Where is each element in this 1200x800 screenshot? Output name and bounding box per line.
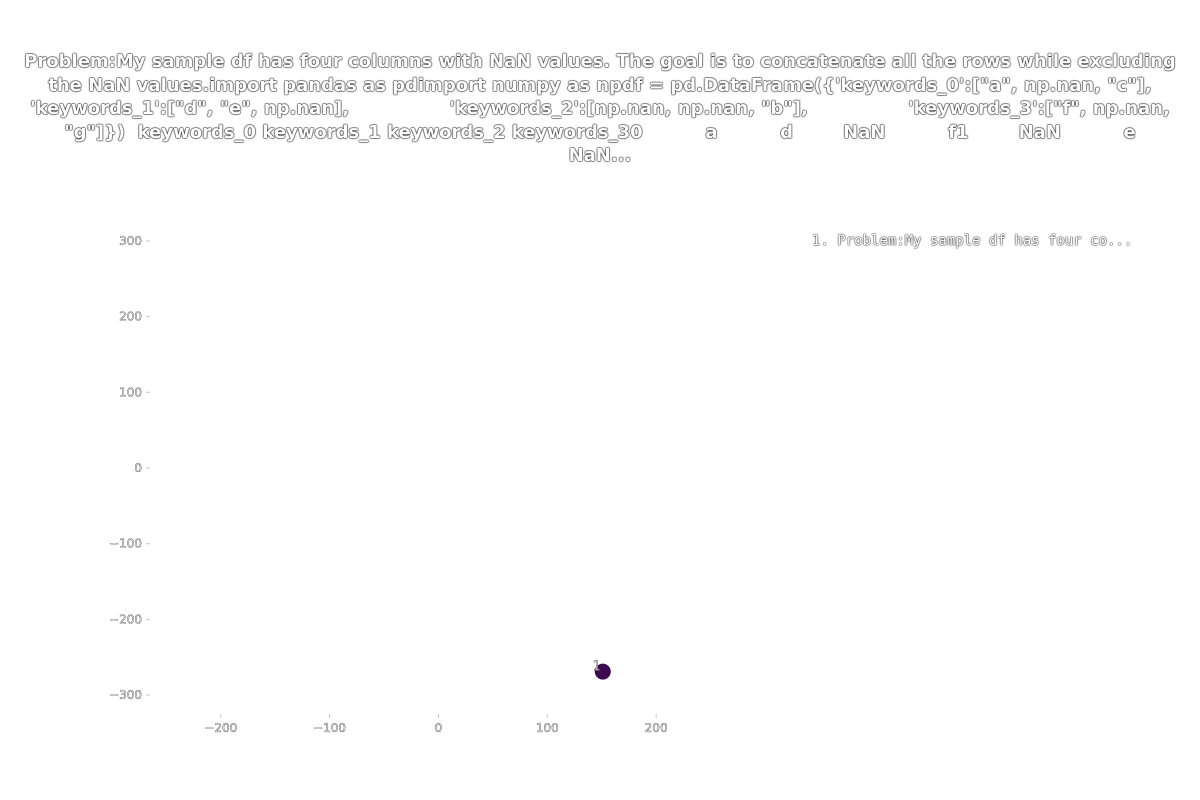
x-tick-label: −100 — [313, 721, 346, 735]
data-points: 1 — [592, 659, 611, 680]
chart-title: Problem:My sample df has four columns wi… — [24, 51, 1176, 166]
y-tick-label: 100 — [119, 385, 142, 399]
y-tick-label: −100 — [109, 537, 142, 551]
x-tick-label: −200 — [204, 721, 237, 735]
legend-entry: 1. Problem:My sample df has four co... — [812, 233, 1133, 249]
x-tick-label: 100 — [536, 721, 559, 735]
y-tick-label: −200 — [109, 612, 142, 626]
x-tick-label: 200 — [645, 721, 668, 735]
x-axis: −200 −100 0 100 200 — [204, 714, 668, 735]
data-point — [594, 663, 611, 680]
y-tick-label: 200 — [119, 310, 142, 324]
y-axis: 300 200 100 0 −100 −200 −300 — [109, 234, 150, 702]
y-tick-label: −300 — [109, 688, 142, 702]
y-tick-label: 300 — [119, 234, 142, 248]
x-tick-label: 0 — [435, 721, 443, 735]
data-point-label: 1 — [593, 660, 601, 675]
y-tick-label: 0 — [134, 461, 142, 475]
